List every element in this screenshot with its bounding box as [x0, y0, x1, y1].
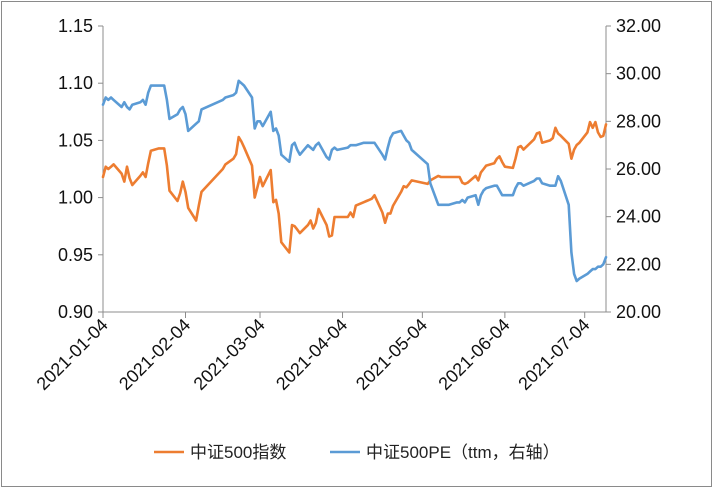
series-layer: [101, 79, 608, 283]
y-right-tick-label: 30.00: [616, 64, 661, 84]
y-right-tick-label: 32.00: [616, 16, 661, 36]
x-tick-label: 2021-05-04: [352, 315, 431, 394]
x-tick-label: 2021-07-04: [514, 315, 593, 394]
y-right-tick-label: 20.00: [616, 302, 661, 322]
axes-layer: 0.90 0.95 1.00 1.05 1.10 1.15 20.00 22.00 24.00 2…: [33, 16, 661, 394]
y-left-tick-label: 0.95: [58, 245, 93, 265]
y-right-tick-label: 28.00: [616, 111, 661, 131]
x-tick-label: 2021-02-04: [115, 315, 194, 394]
y-left-tick-label: 1.10: [58, 73, 93, 93]
y-left-tick-label: 0.90: [58, 302, 93, 322]
series-line-pe: [101, 79, 608, 283]
x-tick-label: 2021-06-04: [434, 315, 513, 394]
series-line-index: [101, 120, 608, 254]
legend-layer: 中证500指数 中证500PE（ttm，右轴）: [154, 443, 560, 462]
legend-label-index: 中证500指数: [190, 443, 286, 462]
y-left-tick-label: 1.15: [58, 16, 93, 36]
x-tick-label: 2021-01-04: [33, 315, 112, 394]
y-right-tick-label: 24.00: [616, 207, 661, 227]
legend-label-pe: 中证500PE（ttm，右轴）: [366, 443, 560, 462]
x-tick-label: 2021-04-04: [272, 315, 351, 394]
y-left-tick-label: 1.00: [58, 188, 93, 208]
x-tick-label: 2021-03-04: [190, 315, 269, 394]
y-right-tick-label: 22.00: [616, 254, 661, 274]
y-right-tick-label: 26.00: [616, 159, 661, 179]
y-left-tick-label: 1.05: [58, 130, 93, 150]
